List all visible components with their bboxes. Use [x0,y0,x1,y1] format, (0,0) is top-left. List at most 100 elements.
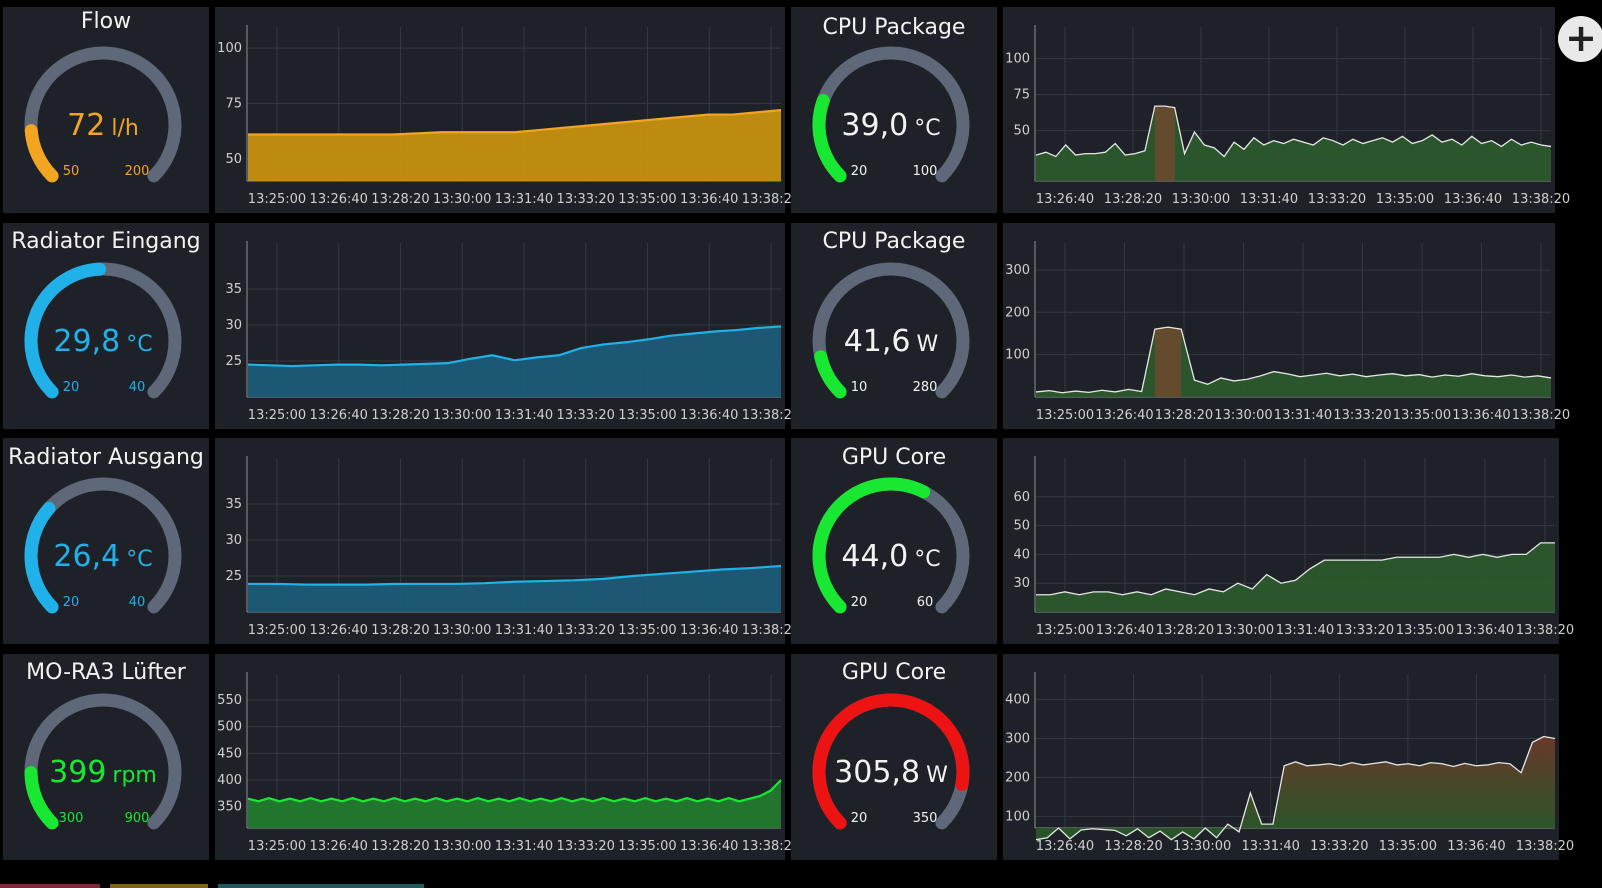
chart-panel-radiator-out[interactable]: 25 30 35 13:25:00 13:26:40 13:28:20 13:30:00 13… [215,438,800,644]
gauge-max: 280 [913,380,938,395]
x-tick-label: 13:26:40 [310,192,368,207]
tab-strip-3[interactable] [218,884,424,888]
x-tick-label: 13:26:40 [1095,408,1153,423]
chart-panel-fan[interactable]: 350 400 450 500 550 13:25:00 13:26:40 13:28:20 1… [215,654,800,860]
gauge-panel-cpu-power[interactable]: CPU Package 41,6 W 10 280 [791,223,997,429]
x-tick-label: 13:30:00 [1172,192,1230,207]
gauge-title: CPU Package [822,15,966,40]
y-tick-label: 30 [1013,576,1030,591]
x-tick-label: 13:36:40 [680,623,738,638]
gauge-unit: °C [126,547,152,572]
chart-svg: 25 30 35 13:25:00 13:26:40 13:28:20 13:30:00 13… [225,241,800,423]
x-tick-label: 13:38:20 [1516,623,1574,638]
x-tick-label: 13:33:20 [557,839,615,854]
gauge-fill [812,94,847,183]
y-tick-label: 50 [1013,124,1030,139]
x-tick-label: 13:30:00 [1216,623,1274,638]
x-tick-label: 13:28:20 [1155,408,1213,423]
y-tick-label: 450 [217,746,242,761]
gauge-panel-gpu-power[interactable]: GPU Core 305,8 W 20 350 [791,654,997,860]
gauge-svg: 29,8 °C 20 40 [24,262,182,399]
x-tick-label: 13:36:40 [680,408,738,423]
chart-svg: 25 30 35 13:25:00 13:26:40 13:28:20 13:30:00 13… [225,456,800,638]
gauge-min: 20 [851,164,868,179]
x-tick-label: 13:35:00 [1396,623,1454,638]
x-tick-label: 13:36:40 [680,192,738,207]
x-tick-label: 13:26:40 [310,408,368,423]
gauge-max: 60 [917,595,934,610]
chart-area [248,565,781,612]
gauge-panel-flow[interactable]: Flow 72 l/h 50 200 [3,7,209,213]
y-tick-label: 25 [225,569,242,584]
gauge-min: 20 [851,811,868,826]
x-tick-label: 13:25:00 [248,839,306,854]
x-tick-label: 13:33:20 [557,623,615,638]
x-tick-label: 13:26:40 [310,623,368,638]
gauge-min: 20 [851,595,868,610]
gauge-max: 40 [129,595,146,610]
x-tick-label: 13:30:00 [1214,408,1272,423]
chart-svg: 50 75 100 13:26:40 13:28:20 13:30:00 13:31:40 1… [1005,25,1570,207]
y-tick-label: 200 [1005,305,1030,320]
y-tick-label: 400 [217,773,242,788]
chart-panel-gpu-temp[interactable]: 30 40 50 60 13:25:00 13:26:40 13:28:20 13:30:00… [1003,438,1574,644]
x-tick-label: 13:38:20 [1512,408,1570,423]
x-tick-label: 13:33:20 [557,408,615,423]
gauge-panel-gpu-temp[interactable]: GPU Core 44,0 °C 20 60 [791,438,997,644]
chart-panel-flow[interactable]: 50 75 100 13:25:00 13:26:40 13:28:20 13:30:00 1… [215,7,800,213]
x-tick-label: 13:33:20 [1336,623,1394,638]
x-tick-label: 13:25:00 [248,623,306,638]
x-tick-label: 13:28:20 [1104,192,1162,207]
chart-area-peak [1154,106,1175,181]
gauge-svg: 26,4 °C 20 40 [24,477,182,614]
x-tick-label: 13:26:40 [1036,192,1094,207]
add-widget-button[interactable]: + [1558,16,1602,62]
gauge-title: MO-RA3 Lüfter [26,660,186,685]
x-tick-label: 13:36:40 [1452,408,1510,423]
chart-panel-gpu-power[interactable]: 100 200 300 400 13:26:40 13:28:20 13:30:00 13:3… [1003,654,1574,860]
x-tick-label: 13:35:00 [1393,408,1451,423]
gauge-unit: °C [126,332,152,357]
chart-panel-cpu-power[interactable]: 100 200 300 13:25:00 13:26:40 13:28:20 13:30:0… [1003,223,1570,429]
chart-line [247,325,782,368]
gauge-title: Radiator Eingang [11,229,201,254]
y-tick-label: 30 [225,318,242,333]
chart-svg: 100 200 300 13:25:00 13:26:40 13:28:20 13:30:0… [1005,241,1570,423]
chart-line [1035,735,1556,841]
gauge-value-number: 29,8 [53,324,120,359]
y-tick-label: 50 [225,152,242,167]
chart-panel-radiator-in[interactable]: 25 30 35 13:25:00 13:26:40 13:28:20 13:30:00 13… [215,223,800,429]
gauge-value-number: 44,0 [841,539,908,574]
gauge-panel-radiator-out[interactable]: Radiator Ausgang 26,4 °C 20 40 [3,438,209,644]
gauge-value: 41,6 W [844,324,939,359]
gauge-value-number: 399 [49,755,106,790]
chart-area [248,110,781,181]
gauge-fill [814,350,847,399]
x-tick-label: 13:28:20 [371,192,429,207]
x-tick-label: 13:31:40 [495,192,553,207]
chart-panel-cpu-temp[interactable]: 50 75 100 13:26:40 13:28:20 13:30:00 13:31:40 1… [1003,7,1570,213]
gauge-panel-radiator-in[interactable]: Radiator Eingang 29,8 °C 20 40 [3,223,209,429]
tab-strip-1[interactable] [0,884,100,888]
gauge-unit: W [926,763,948,788]
chart-line [1036,542,1555,596]
gauge-min: 20 [63,380,80,395]
y-tick-label: 60 [1013,490,1030,505]
gauge-value: 29,8 °C [53,324,152,359]
chart-line [248,109,782,136]
gauge-value: 44,0 °C [841,539,940,574]
gauge-fill [24,124,59,183]
x-tick-label: 13:31:40 [1240,192,1298,207]
gauge-panel-cpu-temp[interactable]: CPU Package 39,0 °C 20 100 [791,7,997,213]
y-tick-label: 30 [225,533,242,548]
chart-line [1035,105,1552,158]
plus-icon: + [1565,16,1597,60]
x-tick-label: 13:38:20 [742,408,800,423]
x-tick-label: 13:30:00 [1173,839,1231,854]
gauge-panel-fan[interactable]: MO-RA3 Lüfter 399 rpm 300 900 [3,654,209,860]
tab-strip-2[interactable] [110,884,208,888]
y-tick-label: 400 [1005,693,1030,708]
y-tick-label: 75 [225,96,242,111]
x-tick-label: 13:28:20 [371,408,429,423]
x-tick-label: 13:25:00 [248,192,306,207]
